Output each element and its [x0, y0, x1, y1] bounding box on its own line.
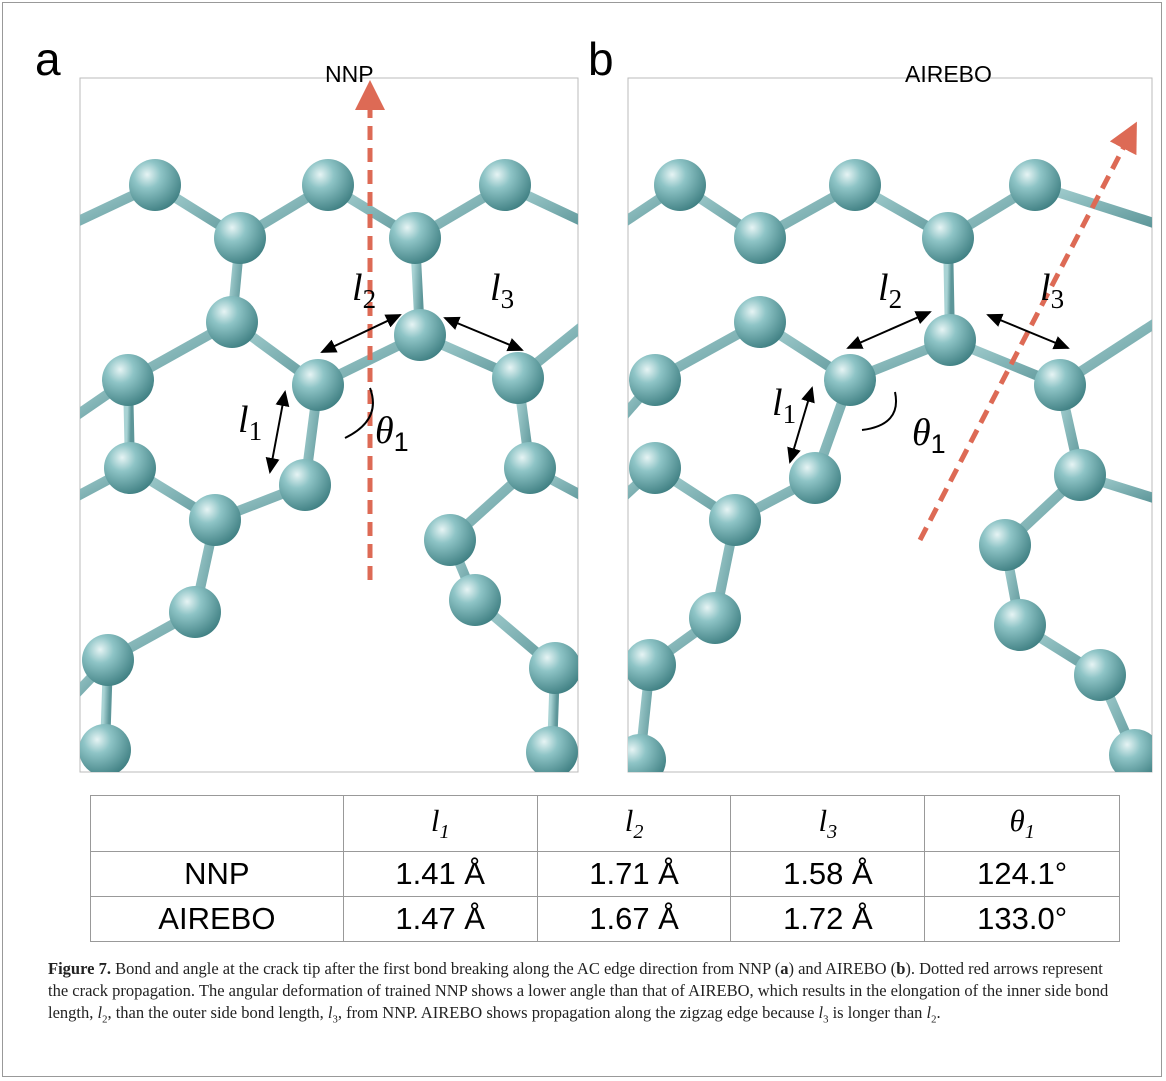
subscript: 3: [1051, 284, 1065, 314]
panel-label: b: [588, 33, 614, 85]
subscript: 2: [889, 284, 903, 314]
atom: [994, 599, 1046, 651]
caption-text: is longer than: [828, 1003, 926, 1022]
atom: [629, 442, 681, 494]
atom: [189, 494, 241, 546]
header-cell: l3: [731, 796, 925, 852]
symbol: l: [772, 382, 783, 424]
subscript: 1: [783, 399, 797, 429]
atom: [1054, 449, 1106, 501]
subscript: 3: [501, 284, 515, 314]
panel-title: AIREBO: [905, 61, 992, 87]
header-cell: l1: [343, 796, 537, 852]
symbol: l: [238, 399, 249, 441]
atom: [79, 724, 131, 776]
atom: [292, 359, 344, 411]
subscript: 2: [633, 821, 643, 843]
atom: [709, 494, 761, 546]
subscript: 1: [931, 429, 946, 459]
atom: [1109, 729, 1161, 781]
symbol: l: [1040, 267, 1051, 309]
atom: [654, 159, 706, 211]
atom: [529, 642, 581, 694]
atom: [789, 452, 841, 504]
atom: [1074, 649, 1126, 701]
symbol: l: [490, 267, 501, 309]
atom: [424, 514, 476, 566]
caption-text: .: [937, 1003, 941, 1022]
atom: [689, 592, 741, 644]
atom: [614, 734, 666, 786]
atom: [734, 296, 786, 348]
symbol: θ: [912, 412, 931, 454]
subscript: 1: [439, 821, 449, 843]
atom: [526, 726, 578, 778]
atom: [492, 352, 544, 404]
panel-title: NNP: [325, 61, 374, 87]
caption-text: Figure 7.: [48, 959, 111, 978]
atom: [629, 354, 681, 406]
caption-text: b: [896, 959, 905, 978]
cell: 1.67 Å: [537, 897, 731, 942]
atom: [824, 354, 876, 406]
cell: AIREBO: [91, 897, 344, 942]
atom: [169, 586, 221, 638]
atom: [1034, 359, 1086, 411]
atom: [104, 442, 156, 494]
atom: [479, 159, 531, 211]
subscript: 2: [363, 284, 377, 314]
subscript: 1: [249, 416, 263, 446]
atom: [129, 159, 181, 211]
caption-text: Bond and angle at the crack tip after th…: [111, 959, 780, 978]
symbol: l: [352, 267, 363, 309]
cell: NNP: [91, 852, 344, 897]
symbol: θ: [375, 410, 394, 452]
cell: 124.1°: [925, 852, 1120, 897]
atom: [102, 354, 154, 406]
header-cell: l2: [537, 796, 731, 852]
subscript: 3: [827, 821, 837, 843]
atom: [1009, 159, 1061, 211]
atom: [82, 634, 134, 686]
cell: 1.58 Å: [731, 852, 925, 897]
atom: [449, 574, 501, 626]
corner-cell: [91, 796, 344, 852]
header-cell: θ1: [925, 796, 1120, 852]
atom: [924, 314, 976, 366]
cell: 1.72 Å: [731, 897, 925, 942]
atom: [389, 212, 441, 264]
symbol: l: [819, 803, 828, 838]
page: aNNPl2l3l1θ1bAIREBOl2l3l1θ1 l1l2l3θ1 NNP…: [0, 0, 1166, 1081]
atom: [829, 159, 881, 211]
panel-label: a: [35, 33, 61, 85]
subscript: 1: [1025, 821, 1035, 843]
symbol: θ: [1010, 803, 1025, 838]
caption-text: , from NNP. AIREBO shows propagation alo…: [338, 1003, 819, 1022]
symbol: l: [878, 267, 889, 309]
atom: [214, 212, 266, 264]
atom: [979, 519, 1031, 571]
subscript: 1: [394, 427, 409, 457]
cell: 1.71 Å: [537, 852, 731, 897]
atom: [394, 309, 446, 361]
atom: [504, 442, 556, 494]
atom: [279, 459, 331, 511]
atom: [734, 212, 786, 264]
atom: [922, 212, 974, 264]
cell: 1.47 Å: [343, 897, 537, 942]
atom: [624, 639, 676, 691]
atom: [206, 296, 258, 348]
cell: 1.41 Å: [343, 852, 537, 897]
cell: 133.0°: [925, 897, 1120, 942]
caption-text: ) and AIREBO (: [788, 959, 896, 978]
caption: Figure 7. Bond and angle at the crack ti…: [48, 958, 1123, 1030]
caption-text: , than the outer side bond length,: [107, 1003, 327, 1022]
atom: [302, 159, 354, 211]
